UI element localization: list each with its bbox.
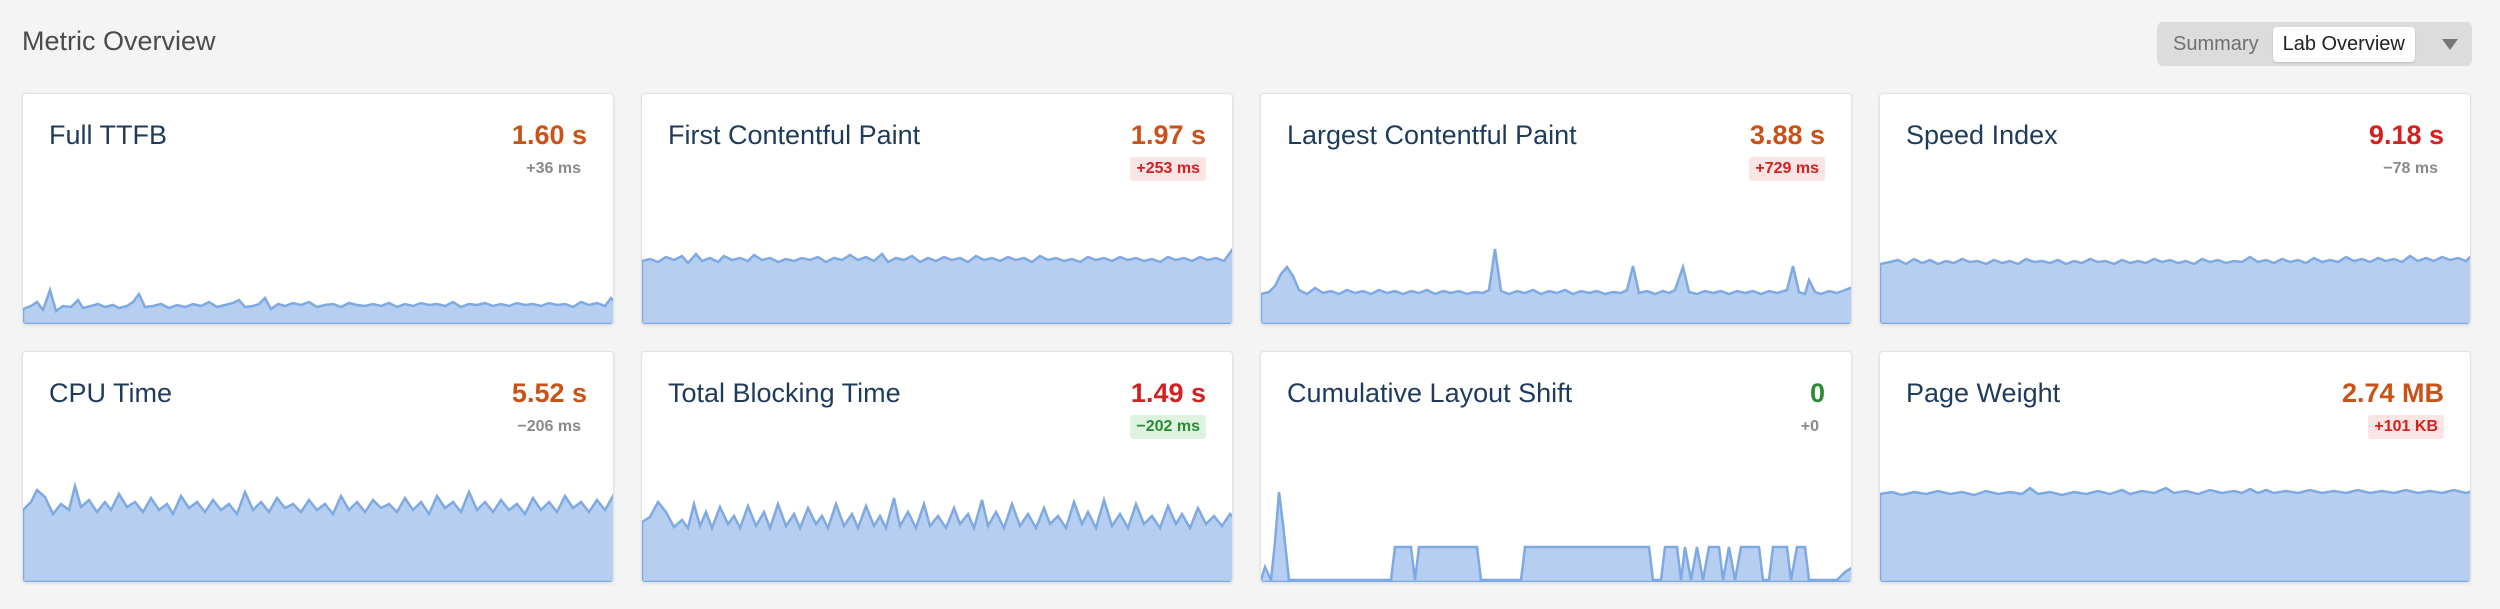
metric-delta: +101 KB [2368, 415, 2444, 439]
metric-value: 3.88 s [1749, 120, 1825, 150]
metric-card-speed-index[interactable]: Speed Index 9.18 s −78 ms [1879, 93, 2471, 325]
metric-delta: +253 ms [1130, 157, 1206, 181]
metric-title: CPU Time [49, 378, 173, 408]
metric-value: 0 [1809, 378, 1825, 408]
metric-delta: −206 ms [517, 418, 581, 435]
metric-value: 1.49 s [1130, 378, 1206, 408]
metric-card-page-weight[interactable]: Page Weight 2.74 MB +101 KB [1879, 351, 2471, 583]
metric-title: Full TTFB [49, 120, 168, 150]
metric-sparkline [23, 481, 613, 582]
metric-value: 2.74 MB [2341, 378, 2444, 408]
metric-sparkline [1880, 486, 2470, 582]
metric-card-full-ttfb[interactable]: Full TTFB 1.60 s +36 ms [22, 93, 614, 325]
toggle-summary[interactable]: Summary [2173, 32, 2259, 55]
metric-sparkline [1261, 491, 1851, 582]
chevron-down-icon[interactable] [2442, 38, 2458, 50]
metric-value: 1.97 s [1130, 120, 1206, 150]
metric-card-lcp[interactable]: Largest Contentful Paint 3.88 s +729 ms [1260, 93, 1852, 325]
metric-card-fcp[interactable]: First Contentful Paint 1.97 s +253 ms [641, 93, 1233, 325]
metric-title: Largest Contentful Paint [1287, 120, 1577, 150]
metric-title: Cumulative Layout Shift [1287, 378, 1573, 408]
metric-card-cls[interactable]: Cumulative Layout Shift 0 +0 [1260, 351, 1852, 583]
metric-sparkline [23, 285, 613, 324]
metric-card-tbt[interactable]: Total Blocking Time 1.49 s −202 ms [641, 351, 1233, 583]
metric-value: 1.60 s [511, 120, 587, 150]
metric-title: Total Blocking Time [668, 378, 901, 408]
metric-delta: +729 ms [1749, 157, 1825, 181]
metric-delta: −202 ms [1130, 415, 1206, 439]
metric-value: 9.18 s [2368, 120, 2444, 150]
metric-sparkline [642, 495, 1232, 582]
metric-value: 5.52 s [511, 378, 587, 408]
metric-title: First Contentful Paint [668, 120, 921, 150]
view-toggle[interactable]: Summary Lab Overview [2157, 22, 2472, 66]
metric-delta: −78 ms [2383, 160, 2438, 177]
metric-title: Page Weight [1906, 378, 2061, 408]
toggle-lab-overview[interactable]: Lab Overview [2272, 26, 2415, 62]
metric-sparkline [1261, 248, 1851, 324]
page-title: Metric Overview [22, 26, 216, 56]
metric-title: Speed Index [1906, 120, 2058, 150]
metric-delta: +0 [1800, 418, 1819, 435]
metric-sparkline [642, 247, 1232, 324]
metric-delta: +36 ms [526, 160, 581, 177]
metric-sparkline [1880, 254, 2470, 324]
metric-card-cpu-time[interactable]: CPU Time 5.52 s −206 ms [22, 351, 614, 583]
